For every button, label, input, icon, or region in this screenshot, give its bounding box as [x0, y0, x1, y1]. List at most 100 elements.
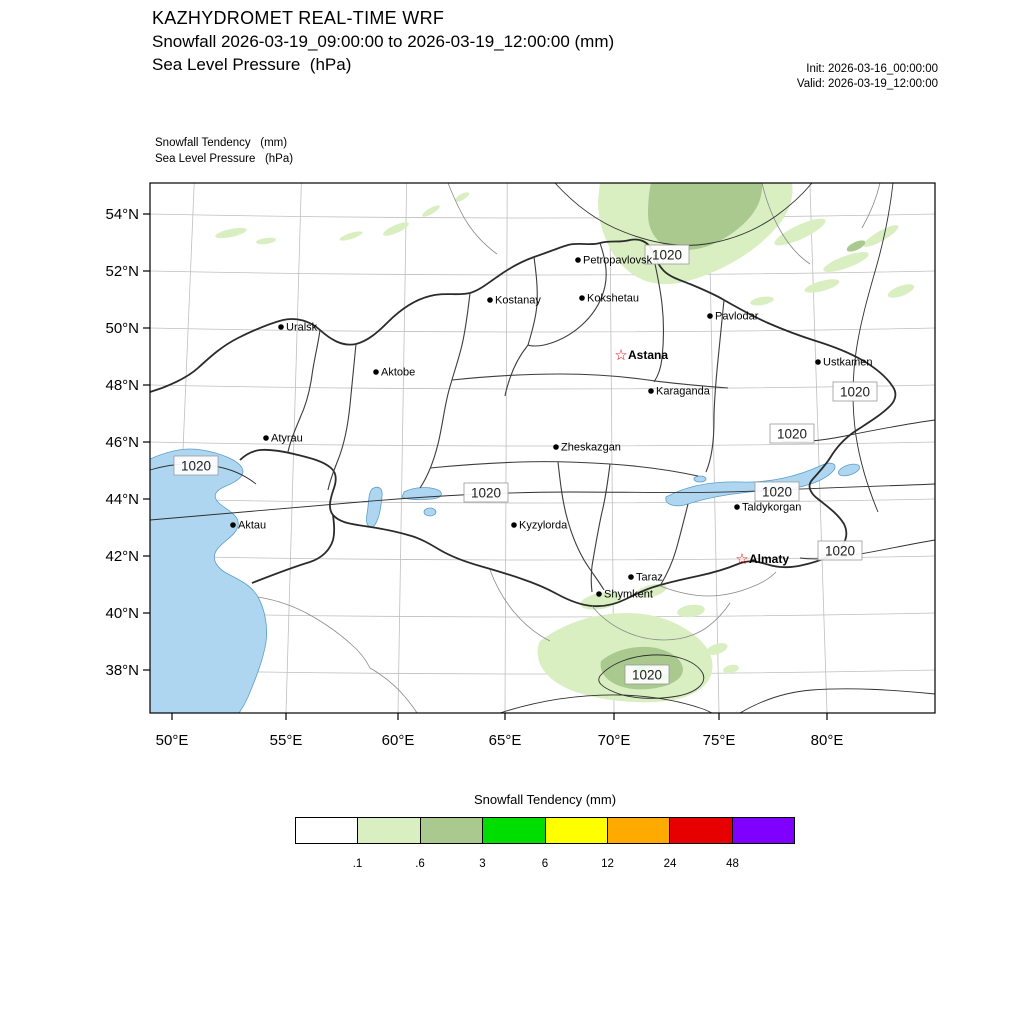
caspian-sea [149, 448, 267, 714]
city-kyzylorda: Kyzylorda [511, 520, 568, 532]
x-axis: 50°E 55°E 60°E 65°E 70°E 75°E 80°E [156, 713, 844, 749]
colorbar-tick-label: 12 [601, 858, 614, 870]
city-dot-icon [553, 444, 559, 450]
colorbar-title: Snowfall Tendency (mm) [473, 792, 617, 807]
city-label: Aktau [238, 520, 266, 532]
city-dot-icon [707, 313, 713, 319]
lake-alakol [838, 463, 860, 477]
lake-balkhash [665, 462, 836, 507]
city-dot-icon [815, 359, 821, 365]
city-label: Zheskazgan [561, 442, 621, 454]
city-label: Almaty [749, 552, 789, 566]
y-tick-label: 52°N [105, 263, 139, 280]
city-dot-icon [511, 522, 517, 528]
city-dot-icon [648, 388, 654, 394]
pressure-label: 1020 [644, 244, 690, 265]
x-tick-label: 65°E [489, 732, 522, 749]
city-label: Pavlodar [715, 311, 759, 323]
longitude-line [504, 182, 508, 714]
city-taldykorgan: Taldykorgan [734, 502, 801, 514]
y-tick-label: 50°N [105, 320, 139, 337]
city-karaganda: Karaganda [648, 386, 711, 398]
x-tick-label: 50°E [156, 732, 189, 749]
kazakhstan-border [149, 238, 897, 608]
y-tick-label: 46°N [105, 434, 139, 451]
colorbar-tick-label: .1 [352, 858, 363, 870]
city-ustkamen: Ustkamen [815, 357, 873, 369]
x-tick-label: 60°E [382, 732, 415, 749]
longitude-line [397, 182, 408, 714]
x-tick-label: 75°E [703, 732, 736, 749]
y-tick-label: 54°N [105, 206, 139, 223]
city-astana: ☆ Astana [614, 347, 668, 364]
colorbar-tick-label: 6 [541, 858, 549, 870]
pressure-label-text: 1020 [652, 248, 682, 263]
city-label: Aktobe [381, 367, 415, 379]
y-tick-label: 38°N [105, 662, 139, 679]
y-axis: 54°N 52°N 50°N 48°N 46°N 44°N 42°N 40°N 38°N [105, 206, 150, 679]
pressure-label: 1020 [624, 664, 670, 685]
city-label: Ustkamen [823, 357, 873, 369]
city-pavlodar: Pavlodar [707, 311, 759, 323]
pressure-label-box [754, 481, 800, 502]
city-label: Karaganda [656, 386, 711, 398]
city-dot-icon [487, 297, 493, 303]
valid-time: Valid: 2026-03-19_12:00:00 [796, 77, 938, 90]
pressure-label: 1020 [754, 481, 800, 502]
map-key-pressure: Sea Level Pressure (hPa) [155, 152, 294, 165]
city-label: Taldykorgan [742, 502, 801, 514]
city-dot-icon [263, 435, 269, 441]
colorbar-cell [607, 818, 671, 843]
pressure-label-text: 1020 [471, 486, 501, 501]
city-label: Kyzylorda [519, 520, 568, 532]
small-lake [423, 507, 437, 517]
colorbar: Snowfall Tendency (mm) .1 .6 3 6 12 24 48 [295, 792, 795, 874]
x-tick-label: 70°E [598, 732, 631, 749]
colorbar-cells [295, 817, 795, 844]
longitude-line [285, 182, 302, 714]
snowfall-area-north-core [648, 183, 763, 251]
colorbar-cell [670, 818, 733, 843]
x-tick-label: 80°E [811, 732, 844, 749]
city-dot-icon [278, 324, 284, 330]
longitude-line [809, 182, 828, 714]
country-borders [149, 238, 897, 608]
city-label: Kokshetau [587, 293, 639, 305]
pressure-label-text: 1020 [181, 459, 211, 474]
y-tick-label: 42°N [105, 548, 139, 565]
colorbar-cell [732, 818, 794, 843]
pressure-label-box [644, 244, 690, 265]
colorbar-tick-label: .6 [415, 858, 425, 870]
oblast-borders [287, 242, 729, 593]
small-lake [693, 475, 707, 483]
city-label: Kostanay [495, 295, 541, 307]
pressure-label-box [769, 423, 815, 444]
pressure-label-box [173, 455, 219, 476]
city-dot-icon [579, 295, 585, 301]
pressure-label: 1020 [463, 482, 509, 503]
y-tick-label: 48°N [105, 377, 139, 394]
init-time: Init: 2026-03-16_00:00:00 [806, 63, 938, 75]
capital-star-icon: ☆ [735, 551, 748, 568]
pressure-label-box [832, 381, 878, 402]
map-key-snowfall: Snowfall Tendency (mm) [155, 137, 288, 149]
y-tick-label: 44°N [105, 491, 139, 508]
latitude-line [149, 612, 936, 618]
city-label: Taraz [636, 572, 663, 584]
city-uralsk: Uralsk [278, 322, 318, 334]
map-key: Snowfall Tendency (mm) Sea Level Pressur… [155, 136, 293, 167]
city-label: Atyrau [271, 433, 303, 445]
kazakhstan-border-southwest [251, 514, 336, 584]
city-markers: Petropavlovsk Kostanay Kokshetau Pavlodar Ur… [230, 255, 873, 601]
pressure-label-box [817, 540, 863, 561]
pressure-label-text: 1020 [840, 385, 870, 400]
colorbar-cell [545, 818, 608, 843]
latitude-line [149, 384, 936, 390]
snowfall-subtitle: Snowfall 2026-03-19_09:00:00 to 2026-03-… [152, 32, 615, 51]
foreign-borders [257, 182, 881, 714]
city-label: Petropavlovsk [583, 255, 653, 267]
city-dot-icon [230, 522, 236, 528]
pressure-label-text: 1020 [632, 668, 662, 683]
pressure-label: 1020 [173, 455, 219, 476]
